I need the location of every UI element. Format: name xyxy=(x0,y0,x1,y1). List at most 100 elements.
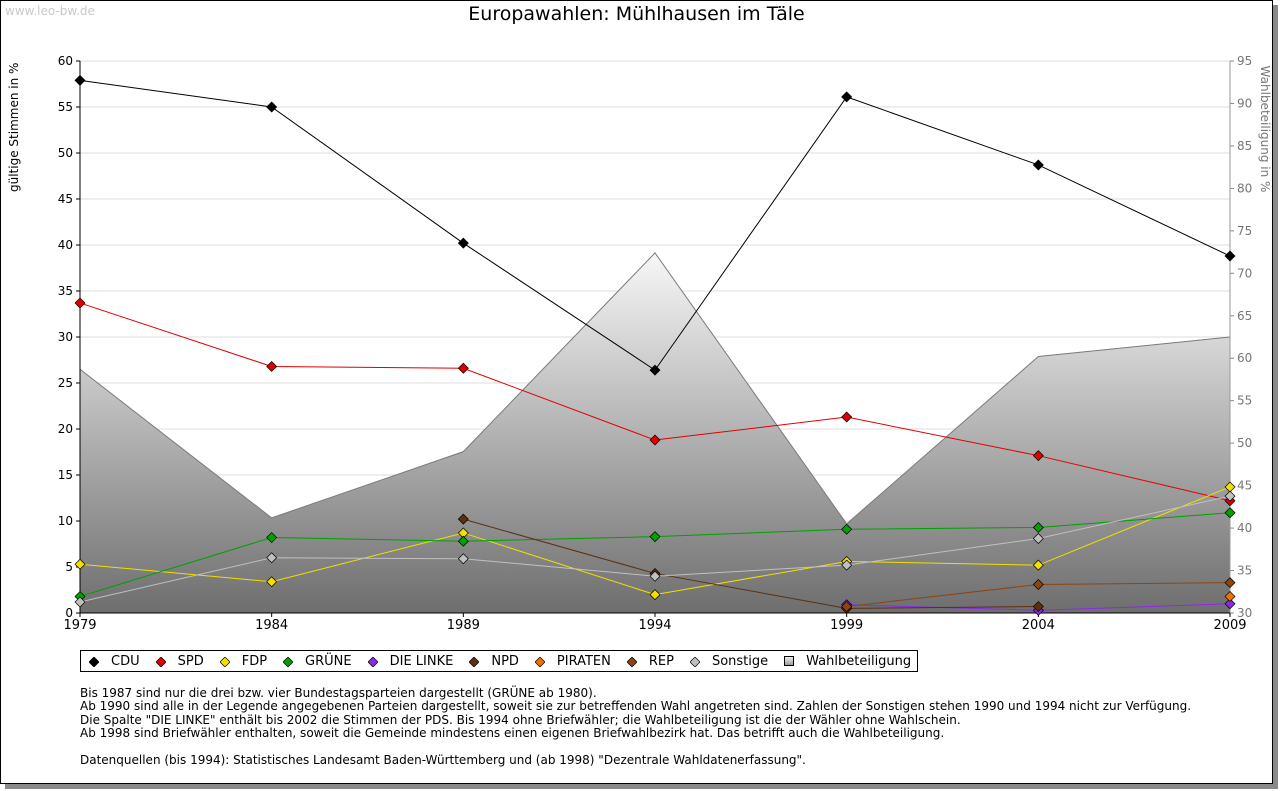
legend-label: Sonstige xyxy=(711,653,769,669)
data-point-fdp xyxy=(1032,559,1044,571)
data-point-cdu xyxy=(266,101,278,113)
data-point-sonstige xyxy=(1224,490,1236,502)
x-tick-label: 2004 xyxy=(1022,618,1055,633)
legend-label: NPD xyxy=(491,653,519,669)
data-point-cdu xyxy=(457,237,469,249)
y2-tick-label: 80 xyxy=(1237,181,1252,195)
y2-tick-label: 65 xyxy=(1237,309,1252,323)
legend-item: DIE LINKE xyxy=(367,653,454,669)
y-tick-label: 10 xyxy=(58,514,73,528)
legend-diamond-marker xyxy=(155,656,167,668)
legend-item: Wahlbeteiligung xyxy=(784,654,911,669)
legend-item: NPD xyxy=(468,653,519,669)
data-point-spd xyxy=(457,362,469,374)
data-point-sonstige xyxy=(1032,532,1044,544)
y-tick-label: 35 xyxy=(58,284,73,298)
wahlbeteiligung-line xyxy=(79,252,1231,525)
y2-tick-label: 45 xyxy=(1237,479,1252,493)
data-point-gr-ne xyxy=(841,523,853,535)
data-point-gr-ne xyxy=(457,535,469,547)
data-point-rep xyxy=(1032,578,1044,590)
legend-item: PIRATEN xyxy=(534,653,611,669)
y-tick-label: 55 xyxy=(58,100,73,114)
y2-tick-label: 35 xyxy=(1237,564,1252,578)
notes: Bis 1987 sind nur die drei bzw. vier Bun… xyxy=(80,686,1191,740)
data-point-cdu xyxy=(841,91,853,103)
x-tick-label: 2009 xyxy=(1213,618,1246,633)
data-point-spd xyxy=(74,297,86,309)
y2-tick-label: 50 xyxy=(1237,436,1252,450)
y-tick-label: 15 xyxy=(58,468,73,482)
data-point-fdp xyxy=(649,589,661,601)
data-point-cdu xyxy=(74,74,86,86)
legend-diamond-marker xyxy=(367,656,379,668)
data-point-die-linke xyxy=(1224,598,1236,610)
y2-tick-label: 75 xyxy=(1237,224,1252,238)
data-point-gr-ne xyxy=(649,531,661,543)
legend-item: Sonstige xyxy=(689,653,769,669)
y-tick-label: 40 xyxy=(58,238,73,252)
note-line: Ab 1998 sind Briefwähler enthalten, sowe… xyxy=(80,725,945,740)
legend: CDU SPD FDP GRÜNE DIE LINKE NPD PIRATEN REP Sons… xyxy=(80,650,919,672)
x-tick-label: 1984 xyxy=(255,618,288,633)
legend-diamond-marker xyxy=(219,656,231,668)
legend-label: FDP xyxy=(241,653,268,669)
source-note: Datenquellen (bis 1994): Statistisches L… xyxy=(80,753,806,767)
legend-diamond-marker xyxy=(534,656,546,668)
x-tick-label: 1989 xyxy=(447,618,480,633)
legend-diamond-marker xyxy=(282,656,294,668)
y2-tick-label: 40 xyxy=(1237,521,1252,535)
legend-label: DIE LINKE xyxy=(389,653,454,669)
data-point-gr-ne xyxy=(266,532,278,544)
data-point-spd xyxy=(1032,450,1044,462)
data-point-fdp xyxy=(266,576,278,588)
note-line: Die Spalte "DIE LINKE" enthält bis 2002 … xyxy=(80,712,961,727)
legend-label: REP xyxy=(648,653,674,669)
x-tick-label: 1979 xyxy=(63,618,96,633)
y2-tick-label: 60 xyxy=(1237,351,1252,365)
data-point-sonstige xyxy=(649,570,661,582)
data-point-gr-ne xyxy=(1032,521,1044,533)
legend-item: GRÜNE xyxy=(282,654,352,669)
data-point-rep xyxy=(841,601,853,613)
data-point-sonstige xyxy=(841,559,853,571)
y2-tick-label: 70 xyxy=(1237,266,1252,280)
watermark: www.leo-bw.de xyxy=(5,4,95,18)
data-point-spd xyxy=(266,360,278,372)
data-point-npd xyxy=(457,513,469,525)
legend-diamond-marker xyxy=(626,656,638,668)
legend-diamond-marker xyxy=(88,656,100,668)
y-tick-label: 30 xyxy=(58,330,73,344)
y-tick-label: 0 xyxy=(65,606,73,620)
data-point-cdu xyxy=(1224,250,1236,262)
legend-item: CDU xyxy=(88,653,140,669)
legend-label: SPD xyxy=(177,653,204,669)
note-line: Bis 1987 sind nur die drei bzw. vier Bun… xyxy=(80,686,597,700)
wahlbeteiligung-area xyxy=(80,252,1230,613)
y-tick-label: 5 xyxy=(65,560,73,574)
y2-tick-label: 95 xyxy=(1237,54,1252,68)
data-point-sonstige xyxy=(266,552,278,564)
legend-label: PIRATEN xyxy=(556,653,611,669)
y2-tick-label: 30 xyxy=(1237,606,1252,620)
data-point-npd xyxy=(1032,601,1044,613)
legend-item: FDP xyxy=(219,653,268,669)
series-line-npd xyxy=(463,518,1039,609)
y-tick-label: 20 xyxy=(58,422,73,436)
data-point-cdu xyxy=(649,364,661,376)
legend-item: SPD xyxy=(155,653,204,669)
legend-diamond-marker xyxy=(468,656,480,668)
data-point-spd xyxy=(649,434,661,446)
legend-label: CDU xyxy=(111,653,140,669)
y-tick-label: 60 xyxy=(58,54,73,68)
legend-item: REP xyxy=(626,653,674,669)
y-tick-label: 50 xyxy=(58,146,73,160)
y2-tick-label: 55 xyxy=(1237,394,1252,408)
legend-square-marker xyxy=(784,656,795,666)
y2-tick-label: 85 xyxy=(1237,139,1252,153)
legend-label: Wahlbeteiligung xyxy=(806,653,912,669)
y2-tick-label: 90 xyxy=(1237,96,1252,110)
y-tick-label: 25 xyxy=(58,376,73,390)
data-point-spd xyxy=(841,411,853,423)
